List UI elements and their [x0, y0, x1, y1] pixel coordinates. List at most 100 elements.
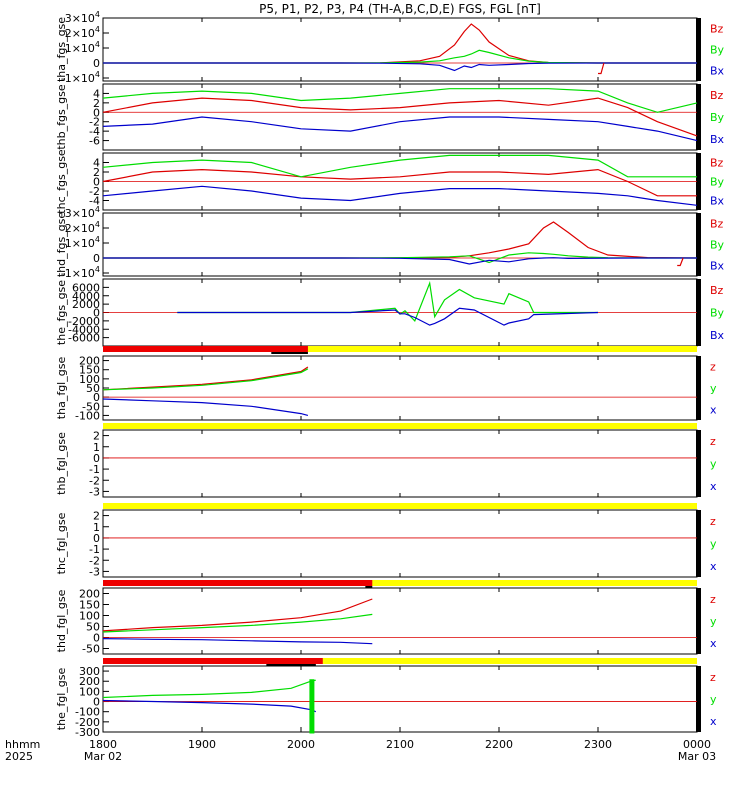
time-tick-date: Mar 03	[678, 750, 716, 763]
y-tick-label: 200	[79, 588, 100, 601]
y-tick-label: 2	[93, 166, 100, 179]
series-line-Bx	[177, 307, 599, 326]
legend-label: z	[710, 361, 716, 374]
legend-label: Bx	[710, 329, 725, 342]
time-tick-label: 1800	[89, 738, 117, 751]
y-tick-label: 300	[79, 665, 100, 678]
y-tick-label: 0	[93, 176, 100, 189]
series-spike	[309, 679, 315, 734]
time-axis-label: hhmm	[5, 738, 40, 751]
legend-label: z	[710, 515, 716, 528]
flag-bar-yellow	[103, 658, 697, 664]
legend-label: x	[710, 637, 717, 650]
right-tick-band	[696, 213, 701, 276]
y-tick-label: -4	[89, 125, 100, 138]
y-axis-label: thc_fgl_gse	[55, 512, 68, 574]
y-axis-label: tha_fgs_gse	[55, 17, 68, 82]
panel-thb_fgs_gse: 420-2-4-6 thb_fgs_gse Bz By Bx	[55, 83, 725, 151]
legend-label: z	[710, 671, 716, 684]
legend-label: y	[710, 615, 717, 628]
time-tick-label: 2200	[485, 738, 513, 751]
legend-label: Bz	[710, 23, 724, 36]
time-tick-label: 1900	[188, 738, 216, 751]
series-line-Bz	[103, 221, 698, 259]
legend-label: By	[710, 239, 725, 252]
y-tick-label: -1×104	[61, 70, 100, 85]
time-tick-label: 2000	[287, 738, 315, 751]
series-line-Bz	[103, 23, 697, 64]
series-line-z	[102, 598, 373, 632]
legend-label: By	[710, 307, 725, 320]
legend-label: By	[710, 176, 725, 189]
series-line-x	[102, 398, 309, 416]
time-tick-label: 2300	[584, 738, 612, 751]
series-line-x	[102, 699, 317, 713]
panel-frame	[102, 17, 698, 82]
series-line-z	[102, 366, 309, 391]
y-tick-label: 3×104	[65, 205, 100, 220]
y-tick-label: -50	[82, 643, 100, 656]
y-tick-label: 0	[93, 452, 100, 465]
y-tick-label: 6000	[72, 281, 100, 294]
series-line-By	[102, 88, 698, 113]
y-tick-label: -1	[89, 463, 100, 476]
series-line-By	[103, 49, 697, 64]
panel-thc_fgl_gse: 210-1-2-3 thc_fgl_gse zyx	[55, 503, 717, 578]
y-tick-label: 1×104	[65, 235, 100, 250]
y-tick-label: 4000	[72, 290, 100, 303]
legend-label: Bx	[710, 133, 725, 146]
time-tick-date: Mar 02	[84, 750, 122, 763]
y-axis-label: thd_fgl_gse	[55, 589, 68, 652]
y-tick-label: 2	[93, 510, 100, 523]
right-tick-band	[696, 153, 701, 210]
y-tick-label: 2	[93, 430, 100, 443]
series-line-Bz	[102, 168, 697, 197]
y-tick-label: 0	[93, 696, 100, 709]
y-axis-label: the_fgl_gse	[55, 668, 68, 731]
flag-bar-yellow	[103, 346, 697, 352]
series-line-y	[102, 368, 309, 391]
y-tick-label: 1	[93, 521, 100, 534]
y-tick-label: -2	[89, 474, 100, 487]
flag-bar-red	[103, 346, 308, 352]
legend-label: z	[710, 593, 716, 606]
y-tick-label: 2×104	[65, 220, 100, 235]
y-axis-label: thc_fgs_gse	[55, 149, 68, 214]
y-tick-label: 0	[93, 252, 100, 265]
y-tick-label: 100	[79, 610, 100, 623]
flag-bar-red	[103, 658, 323, 664]
y-axis-label: thb_fgl_gse	[55, 432, 68, 495]
y-tick-label: 50	[86, 382, 100, 395]
series-spike	[677, 257, 684, 267]
series-line-x	[102, 638, 373, 645]
time-tick-label: 2100	[386, 738, 414, 751]
y-tick-label: 4	[93, 87, 100, 100]
y-tick-label: 0	[93, 532, 100, 545]
y-tick-label: -3	[89, 565, 100, 578]
y-tick-label: -4	[89, 195, 100, 208]
y-tick-label: 4	[93, 157, 100, 170]
series-line-y	[102, 613, 373, 633]
series-line-Bx	[102, 185, 698, 206]
y-tick-label: -2	[89, 185, 100, 198]
y-tick-label: 2000	[72, 298, 100, 311]
flag-bar-yellow	[103, 580, 697, 586]
flag-bar-yellow	[103, 423, 697, 429]
time-axis-label: 2025	[5, 750, 33, 763]
legend-label: By	[710, 111, 725, 124]
y-tick-label: 200	[79, 355, 100, 368]
series-spike	[598, 62, 605, 75]
panel-frame	[102, 212, 698, 277]
y-axis-label: thb_fgs_gse	[55, 84, 68, 150]
series-line-By	[102, 154, 697, 178]
right-tick-band	[696, 18, 701, 81]
y-tick-label: 2×104	[65, 25, 100, 40]
y-tick-label: -2	[89, 116, 100, 129]
panel-frame	[102, 665, 698, 733]
panel-frame	[102, 587, 698, 655]
right-tick-band	[696, 84, 701, 150]
